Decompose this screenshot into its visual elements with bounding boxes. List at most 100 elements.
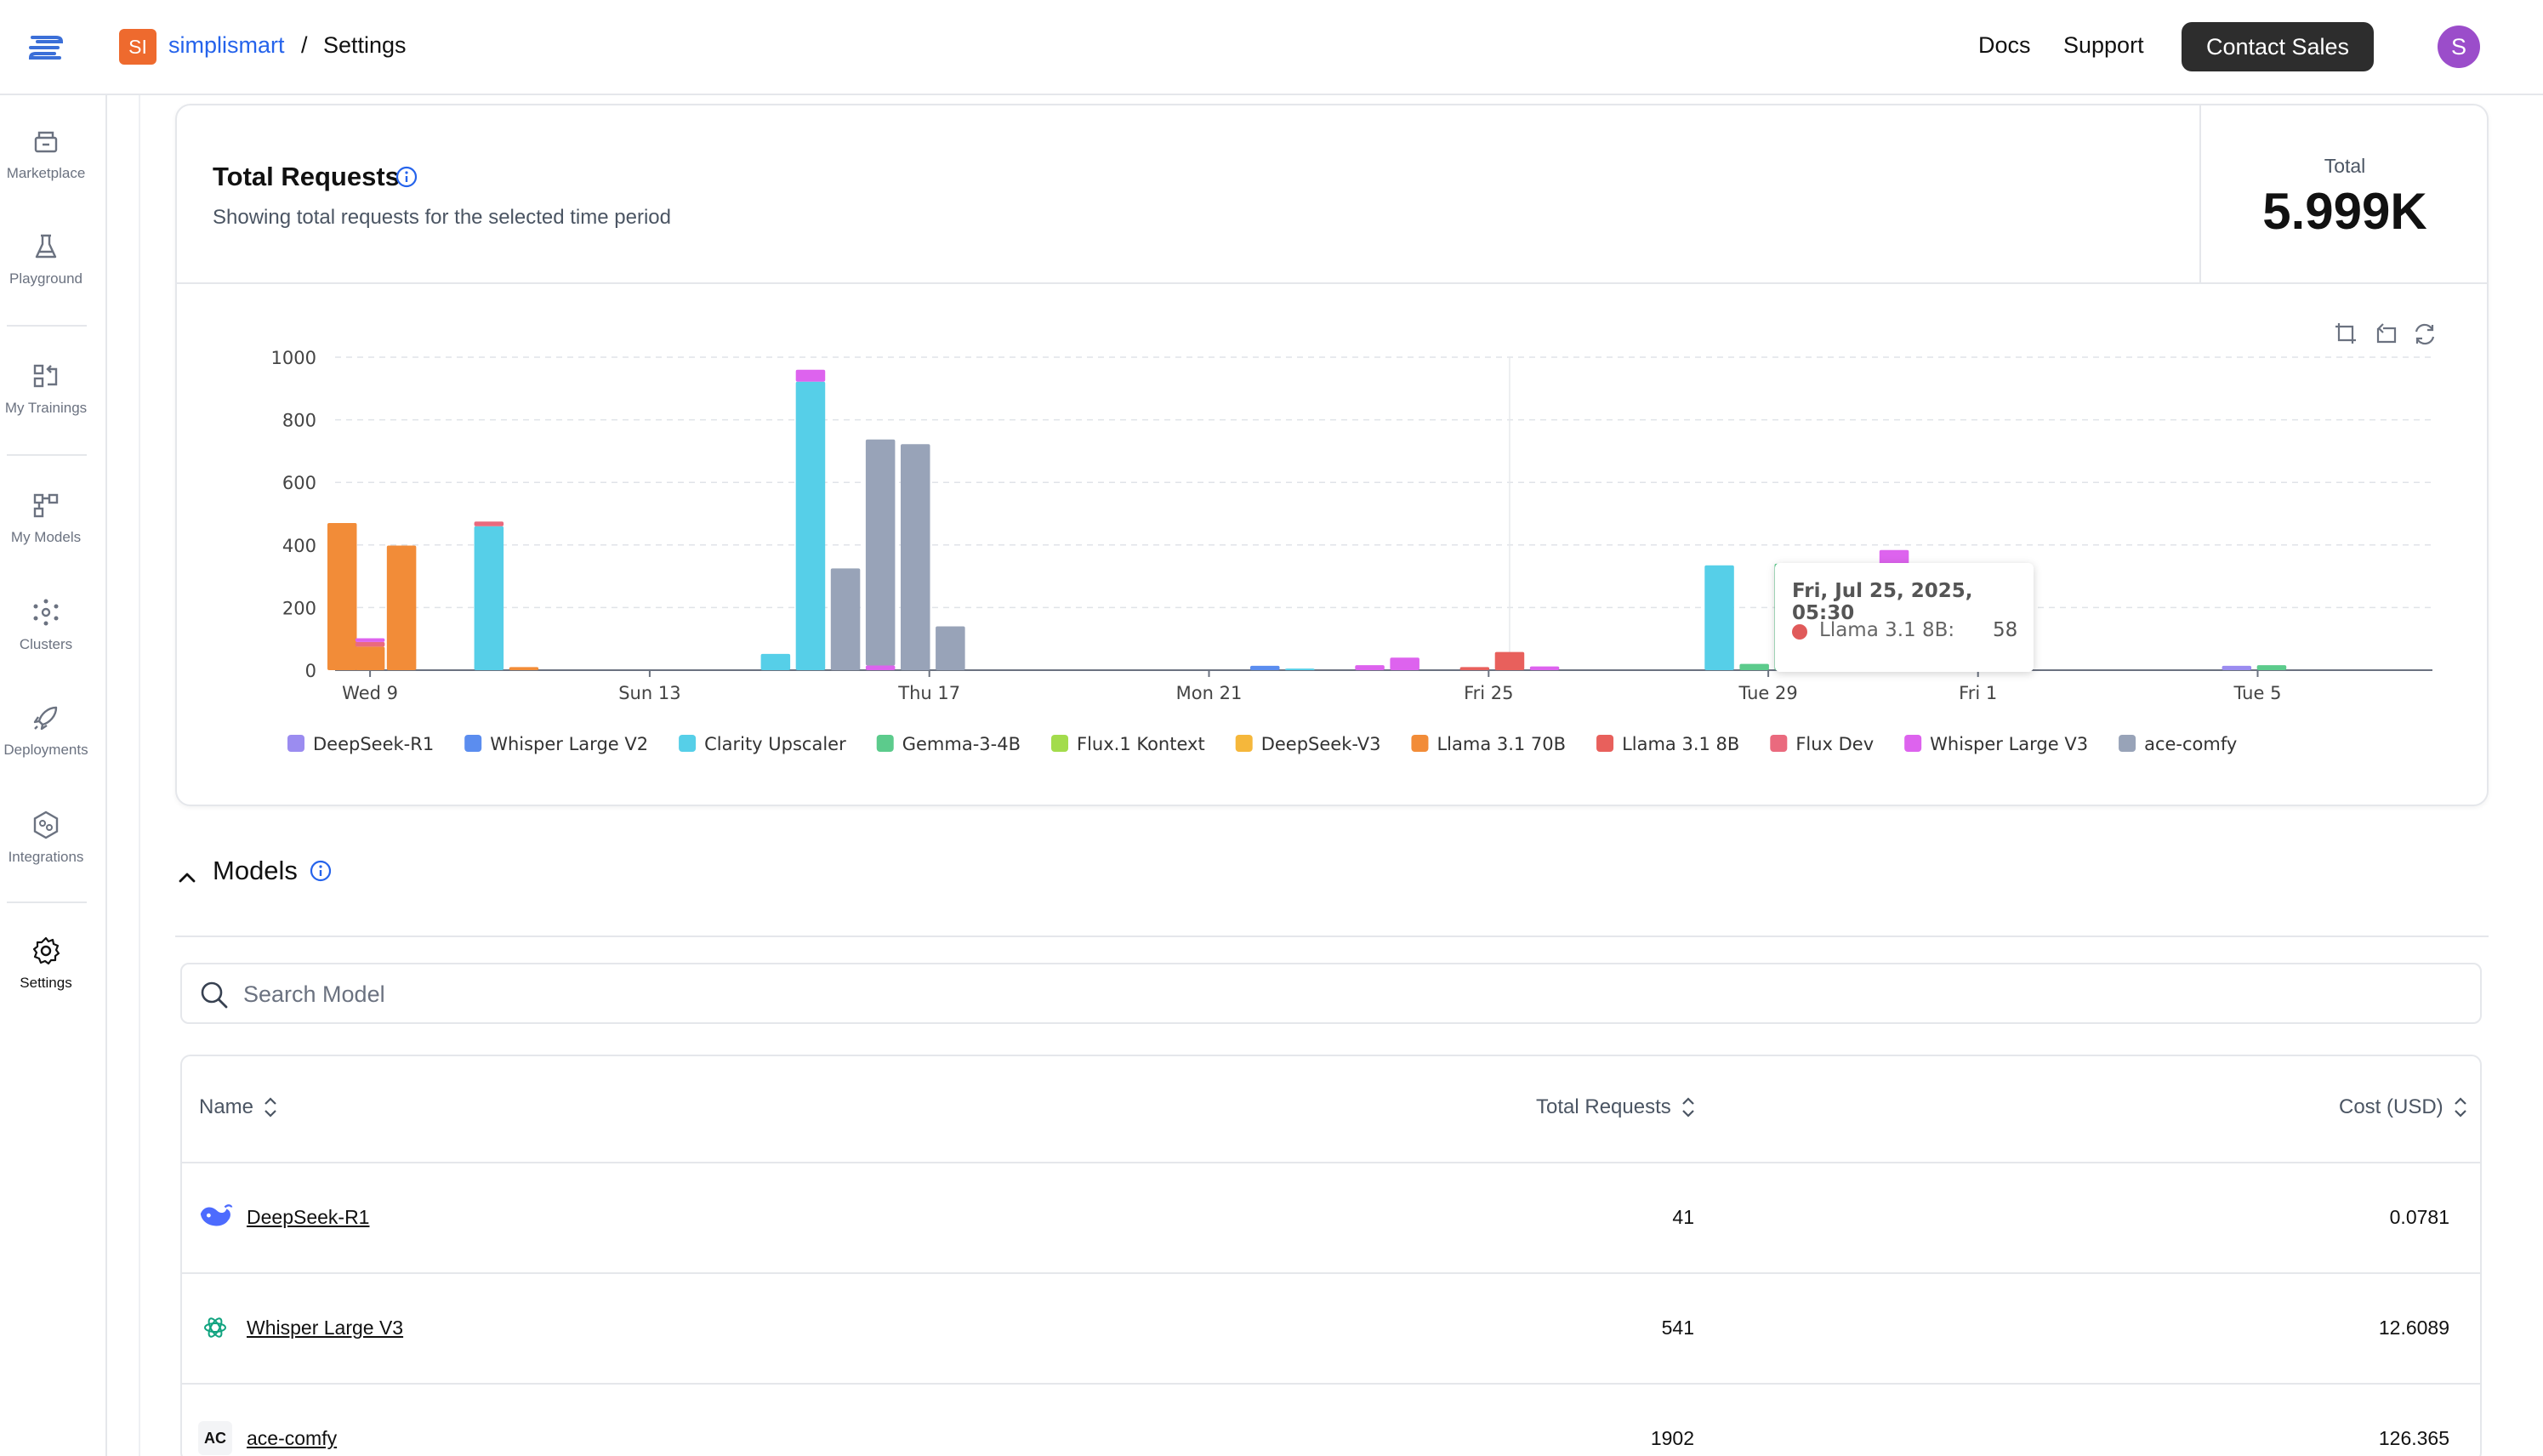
bar-segment xyxy=(1390,657,1419,670)
model-link[interactable]: DeepSeek-R1 xyxy=(247,1206,370,1228)
breadcrumb-separator: / xyxy=(301,32,308,58)
legend-item[interactable]: Whisper Large V3 xyxy=(1904,734,2088,754)
bar-segment xyxy=(830,568,861,670)
x-tick-label: Wed 9 xyxy=(342,683,398,703)
legend-item[interactable]: DeepSeek-V3 xyxy=(1235,734,1381,754)
x-tick-label: Fri 1 xyxy=(1959,683,1997,703)
legend-item[interactable]: Llama 3.1 8B xyxy=(1596,734,1739,754)
x-tick-label: Fri 25 xyxy=(1464,683,1513,703)
sort-icon xyxy=(265,1097,276,1118)
column-header-label: Name xyxy=(199,1095,254,1118)
sidebar-item-label: My Trainings xyxy=(4,400,88,416)
sort-icon xyxy=(2454,1097,2466,1118)
top-bar: SI simplismart / Settings Docs Support C… xyxy=(0,0,2543,95)
models-divider xyxy=(175,936,2489,937)
legend-label: Flux Dev xyxy=(1795,734,1874,754)
chart-grid xyxy=(335,356,2432,670)
legend-item[interactable]: Clarity Upscaler xyxy=(679,734,846,754)
sidebar-item-marketplace[interactable]: Marketplace xyxy=(0,126,92,182)
docs-link[interactable]: Docs xyxy=(1978,32,2031,58)
zoom-reset-icon[interactable] xyxy=(2376,323,2397,344)
search-icon xyxy=(201,981,228,1009)
bar-segment xyxy=(1355,665,1385,670)
contact-sales-button[interactable]: Contact Sales xyxy=(2182,22,2374,71)
total-value: 5.999K xyxy=(2262,183,2427,240)
requests-cell: 41 xyxy=(1672,1206,1694,1228)
sidebar-item-label: Settings xyxy=(20,975,72,991)
bar-segment xyxy=(795,381,826,670)
sidebar-divider xyxy=(7,901,87,903)
bar-segment xyxy=(355,641,385,647)
collapse-chevron-icon[interactable] xyxy=(175,859,199,896)
legend-item[interactable]: Flux.1 Kontext xyxy=(1051,734,1205,754)
bar-segment xyxy=(1704,565,1734,670)
bar-segment xyxy=(327,523,357,670)
bar-segment xyxy=(795,369,826,382)
legend-item[interactable]: Llama 3.1 70B xyxy=(1411,734,1566,754)
support-link[interactable]: Support xyxy=(2063,32,2144,58)
sidebar-item-my-models[interactable]: My Models xyxy=(0,490,92,546)
sidebar-item-label: Deployments xyxy=(3,742,88,758)
legend-item[interactable]: Whisper Large V2 xyxy=(464,734,648,754)
column-header-total-requests[interactable]: Total Requests xyxy=(1536,1095,1697,1119)
y-tick-label: 1000 xyxy=(271,348,316,368)
bar-segment xyxy=(865,665,896,670)
models-icon xyxy=(33,493,59,518)
models-title: Models xyxy=(213,856,298,885)
bar-segment xyxy=(1249,665,1280,670)
model-link[interactable]: ace-comfy xyxy=(247,1427,338,1449)
column-header-cost[interactable]: Cost (USD) xyxy=(2339,1095,2469,1119)
requests-bar-chart: 0 200 400 600 800 1000 Wed 9 Sun 13 Thu 17 Mon 2… xyxy=(271,323,2435,754)
sidebar-item-settings[interactable]: Settings xyxy=(0,936,92,992)
org-badge[interactable]: SI xyxy=(119,29,156,65)
search-model-box[interactable] xyxy=(180,963,2482,1024)
content-border xyxy=(139,95,140,1456)
legend-swatch xyxy=(679,735,697,752)
table-row: DeepSeek-R1 41 0.0781 xyxy=(182,1162,2480,1272)
sidebar-item-label: My Models xyxy=(10,529,82,545)
ac-badge: AC xyxy=(198,1421,232,1455)
model-link[interactable]: Whisper Large V3 xyxy=(247,1317,404,1339)
bar-segment xyxy=(386,545,417,670)
x-tick-label: Tue 29 xyxy=(1738,683,1797,703)
requests-cell: 1902 xyxy=(1650,1427,1694,1449)
sidebar-divider xyxy=(7,454,87,456)
legend-item[interactable]: DeepSeek-R1 xyxy=(287,734,434,754)
zoom-select-icon[interactable] xyxy=(2335,323,2356,344)
bar-segment xyxy=(1739,663,1769,670)
bar-segment xyxy=(760,653,791,670)
sidebar-item-deployments[interactable]: Deployments xyxy=(0,702,92,759)
sidebar-item-my-trainings[interactable]: My Trainings xyxy=(0,361,92,417)
bar-segment xyxy=(355,646,385,670)
column-header-label: Cost (USD) xyxy=(2339,1095,2443,1118)
legend-label: Clarity Upscaler xyxy=(704,734,846,754)
chart-toolbox xyxy=(2335,323,2435,345)
legend-item[interactable]: Flux Dev xyxy=(1770,734,1874,754)
legend-item[interactable]: ace-comfy xyxy=(2119,734,2237,754)
bar-segment xyxy=(2256,665,2287,670)
table-row: AC ace-comfy 1902 126.365 xyxy=(182,1383,2480,1456)
sidebar-item-clusters[interactable]: Clusters xyxy=(0,597,92,653)
search-input[interactable] xyxy=(243,978,2455,1010)
sidebar-item-playground[interactable]: Playground xyxy=(0,231,92,287)
x-tick-label: Mon 21 xyxy=(1176,683,1243,703)
sidebar-item-integrations[interactable]: Integrations xyxy=(0,810,92,866)
breadcrumb-org[interactable]: simplismart xyxy=(168,32,285,58)
legend-swatch xyxy=(2119,735,2136,752)
bar-segment xyxy=(1529,666,1560,670)
card-header: Total Requests Showing total requests fo… xyxy=(177,105,2487,284)
tooltip-series-label: Llama 3.1 8B: xyxy=(1819,619,1955,641)
legend-label: Llama 3.1 70B xyxy=(1436,734,1566,754)
info-icon[interactable] xyxy=(395,165,418,189)
restore-icon[interactable] xyxy=(2415,323,2435,345)
sidebar-item-label: Clusters xyxy=(19,636,73,652)
info-icon[interactable] xyxy=(309,859,333,883)
simplismart-logo-icon[interactable] xyxy=(27,29,65,66)
integration-icon xyxy=(33,810,59,839)
user-avatar[interactable]: S xyxy=(2438,26,2480,68)
table-row: Whisper Large V3 541 12.6089 xyxy=(182,1272,2480,1383)
column-header-name[interactable]: Name xyxy=(199,1095,279,1119)
legend-label: Whisper Large V2 xyxy=(490,734,648,754)
total-requests-card: Total Requests Showing total requests fo… xyxy=(175,104,2489,806)
legend-item[interactable]: Gemma-3-4B xyxy=(876,734,1021,754)
